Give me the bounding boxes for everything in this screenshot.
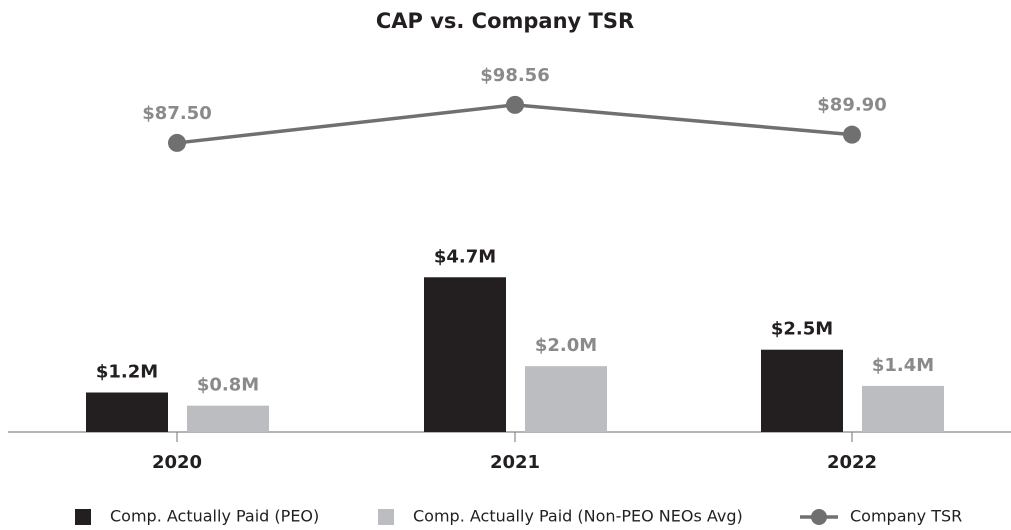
line-marker — [168, 133, 186, 152]
bar-label: $1.4M — [872, 355, 934, 376]
bar — [424, 277, 506, 432]
point-label: $89.90 — [817, 95, 886, 116]
bar — [86, 392, 168, 432]
bar — [525, 366, 607, 432]
legend-label: Company TSR — [850, 507, 962, 526]
bar-label: $1.2M — [96, 361, 158, 382]
bar — [862, 385, 944, 432]
line-marker — [506, 95, 524, 114]
x-tick-label: 2020 — [152, 452, 202, 473]
bar-label: $2.0M — [535, 335, 597, 356]
x-tick-label: 2021 — [490, 452, 540, 473]
line-marker — [843, 125, 861, 144]
bar-label: $4.7M — [434, 246, 496, 267]
legend-swatch — [75, 509, 91, 525]
bar-label: $2.5M — [771, 319, 833, 340]
legend-label: Comp. Actually Paid (PEO) — [110, 507, 319, 526]
bar — [187, 405, 269, 432]
point-label: $98.56 — [480, 65, 549, 86]
x-tick-label: 2022 — [827, 452, 877, 473]
legend-swatch — [811, 509, 827, 525]
legend-swatch — [378, 509, 394, 525]
bar — [761, 349, 843, 432]
point-label: $87.50 — [142, 103, 211, 124]
legend-label: Comp. Actually Paid (Non-PEO NEOs Avg) — [413, 507, 743, 526]
bar-label: $0.8M — [197, 375, 259, 396]
chart-title: CAP vs. Company TSR — [376, 9, 634, 33]
